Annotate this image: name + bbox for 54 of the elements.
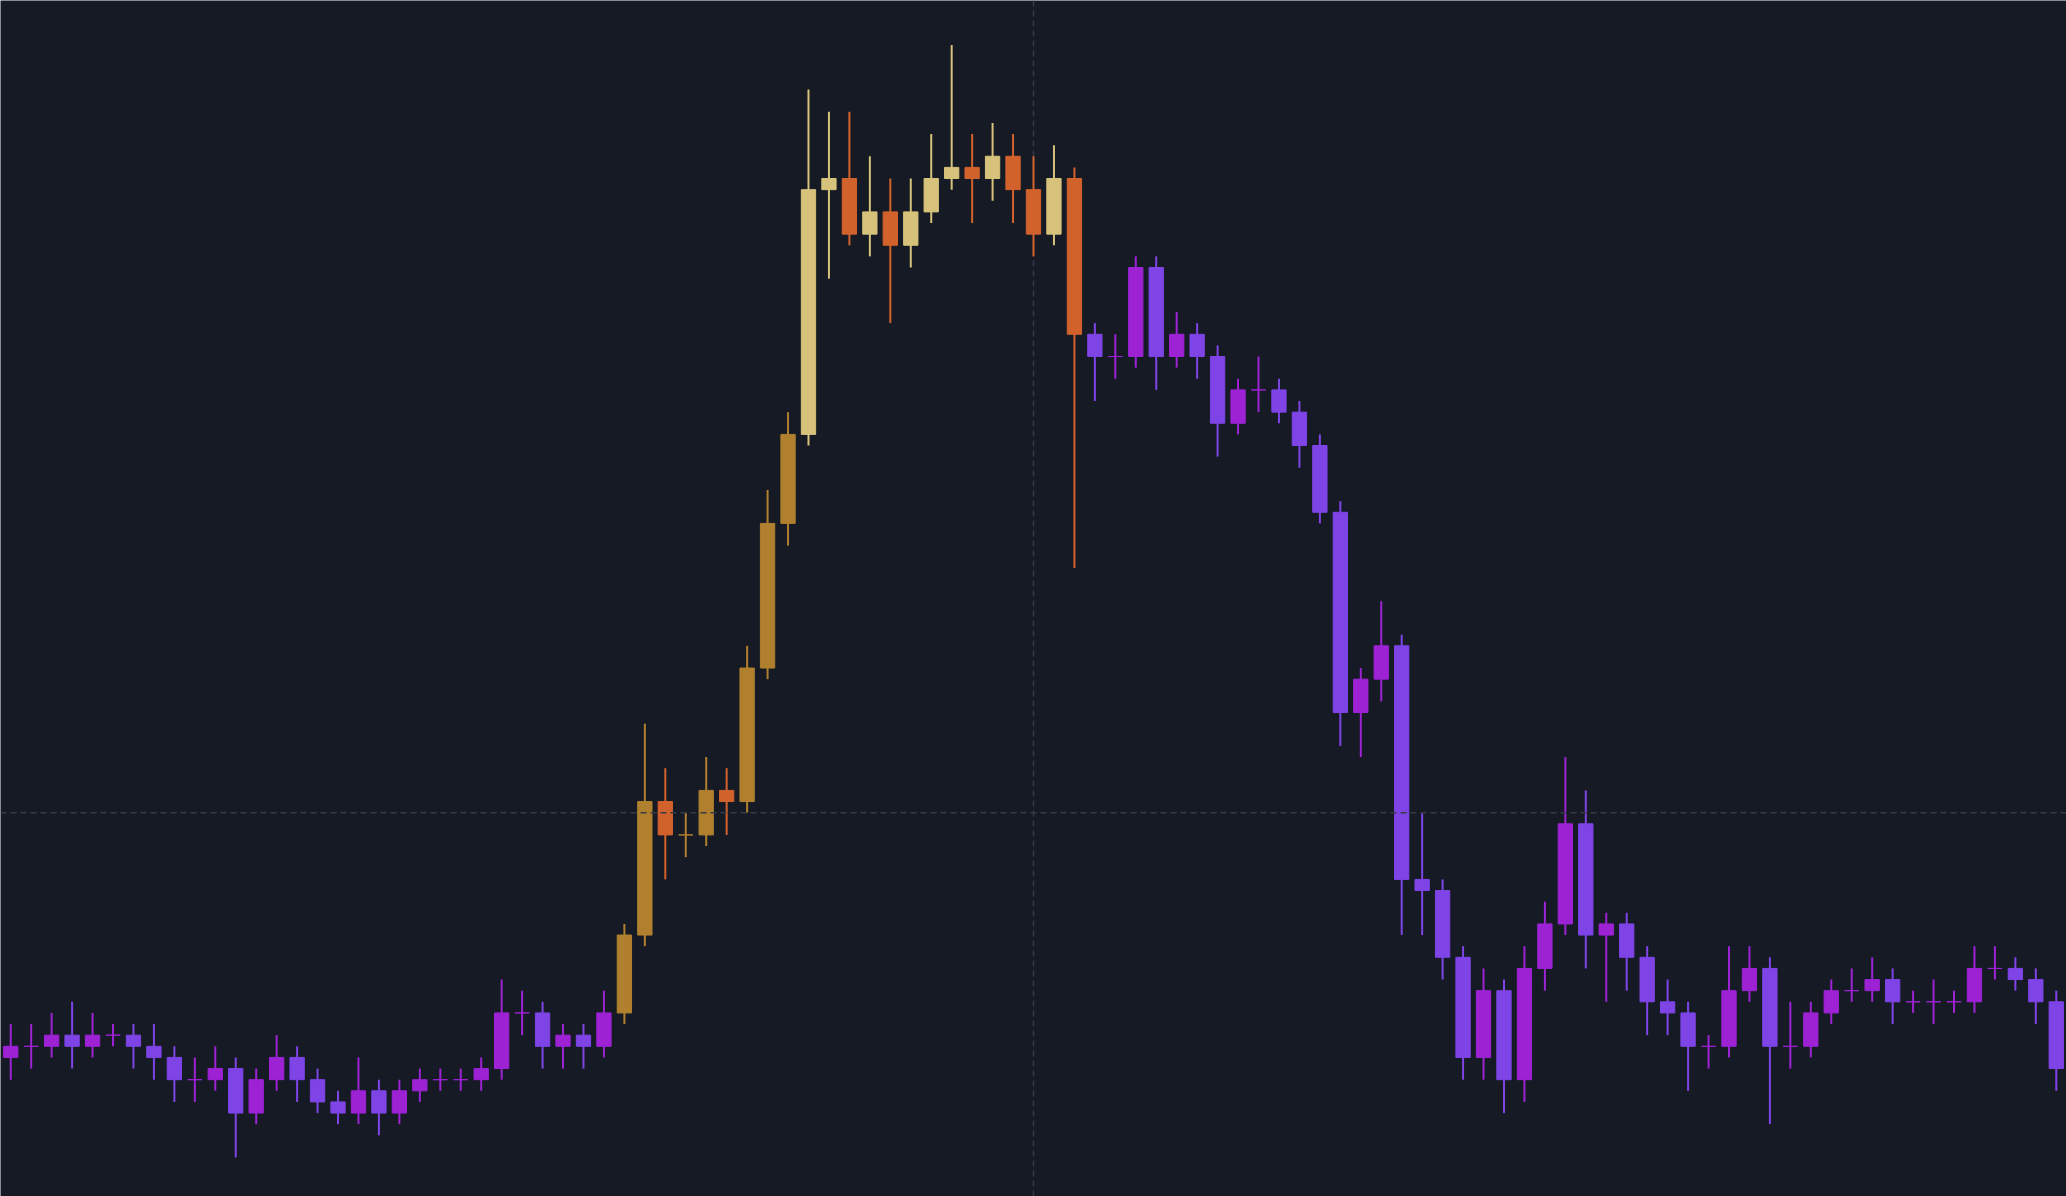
candlestick (43, 1011, 60, 1059)
candlestick (575, 1023, 592, 1070)
candlestick (1169, 311, 1185, 369)
candlestick (1884, 967, 1901, 1026)
candlestick (268, 1034, 285, 1092)
candlestick (862, 155, 878, 258)
candlestick (1987, 945, 2003, 981)
candlestick (1189, 322, 1205, 380)
candlestick (1700, 1034, 1717, 1070)
candlestick (432, 1067, 448, 1092)
candlestick (1782, 1000, 1799, 1070)
candlestick (1905, 989, 1921, 1014)
candlestick (719, 767, 735, 836)
candlestick (1107, 333, 1123, 380)
candlestick (391, 1078, 408, 1126)
candlestick (289, 1045, 305, 1103)
candlestick (1414, 811, 1430, 937)
candlestick (125, 1023, 142, 1070)
candlestick (412, 1067, 428, 1103)
candlestick (1844, 967, 1860, 1003)
candlestick (330, 1089, 346, 1126)
candlestick (821, 110, 837, 280)
candlestick (350, 1056, 367, 1126)
candlestick (1741, 945, 1758, 1003)
candlestick (187, 1056, 203, 1103)
candlestick (166, 1045, 183, 1103)
candlestick (1250, 355, 1267, 414)
candlestick (964, 133, 980, 225)
candlestick (1946, 989, 1962, 1014)
candlestick (64, 1000, 80, 1070)
candlestick (1659, 978, 1676, 1037)
candlestick (453, 1067, 469, 1092)
candlestick (309, 1067, 326, 1115)
candlestick (2028, 967, 2044, 1026)
candlestick (514, 989, 530, 1037)
candlestick (1598, 911, 1614, 1003)
candlestick (1823, 978, 1839, 1026)
candlestick (371, 1078, 387, 1137)
candlestick (555, 1023, 571, 1070)
candlestick (207, 1045, 223, 1092)
candlestick (84, 1011, 101, 1059)
candlestick (23, 1023, 39, 1070)
candlestick (146, 1023, 162, 1081)
candlestick (2007, 956, 2024, 992)
candlestick (105, 1023, 121, 1048)
candlestick (1087, 322, 1103, 403)
candlestick (984, 121, 1001, 202)
candlestick (944, 44, 960, 191)
candlestick (473, 1056, 489, 1092)
candlestick (678, 811, 694, 859)
candlestick (1864, 956, 1880, 1003)
candlestick (1271, 377, 1287, 425)
candlestick (3, 1023, 19, 1081)
candlestick (1925, 978, 1942, 1026)
